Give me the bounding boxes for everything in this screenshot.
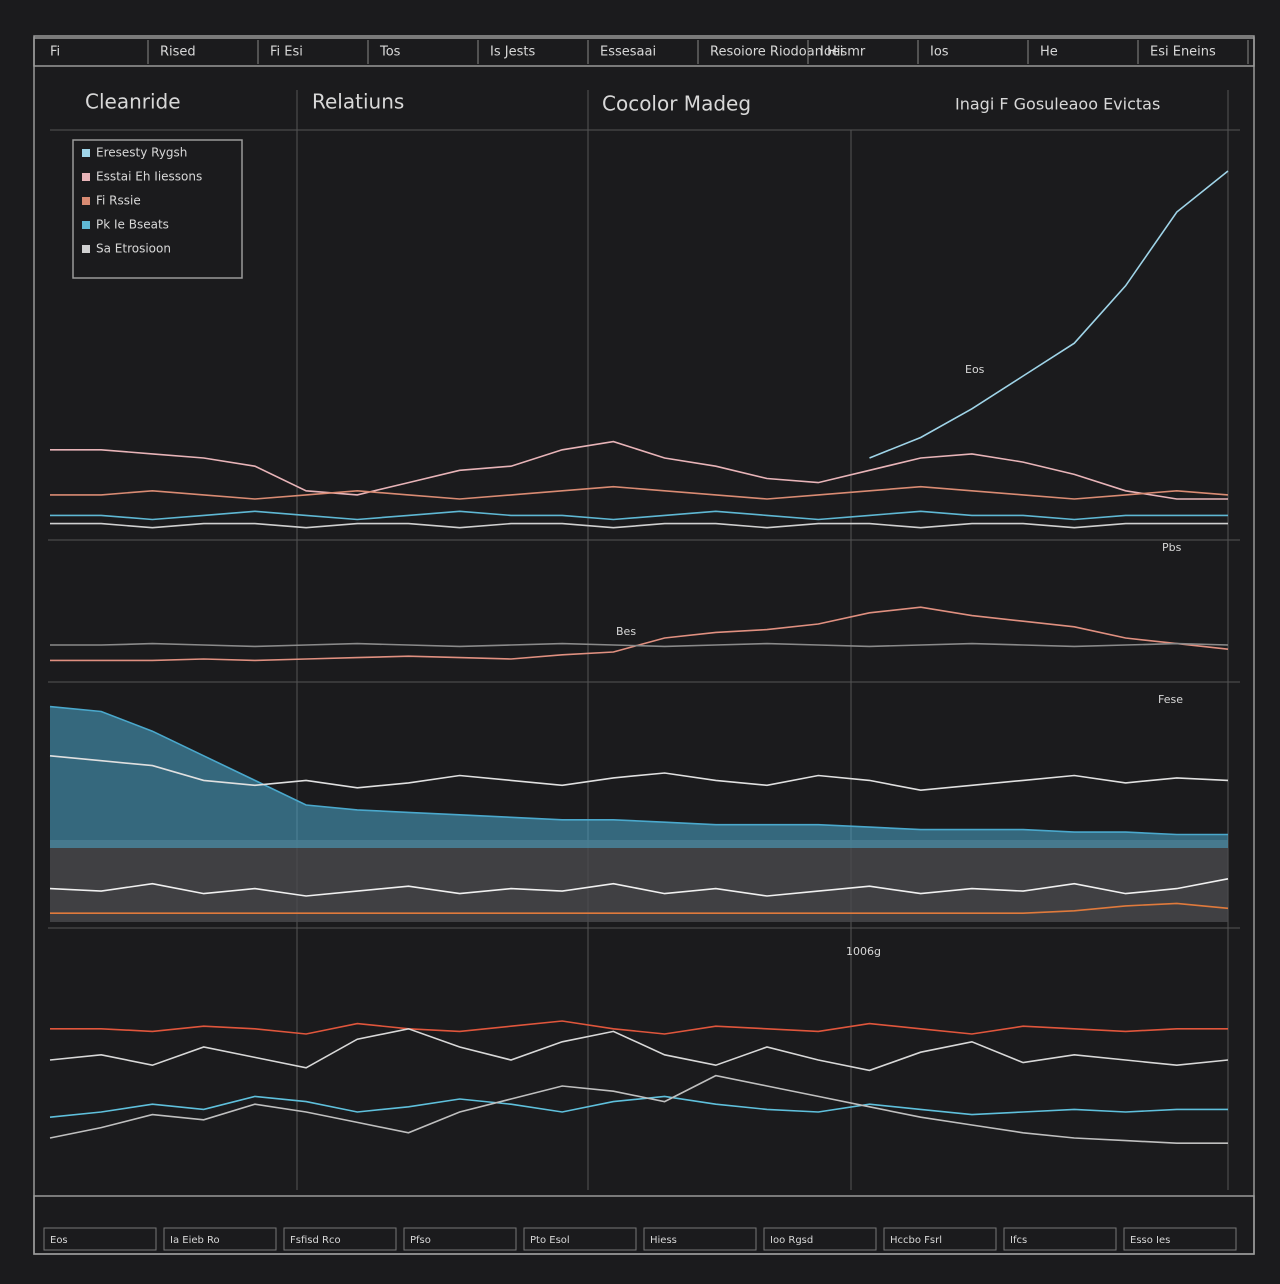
footer-cell — [1003, 1227, 1117, 1251]
legend-swatch — [82, 221, 90, 229]
footer-item: Pto Esol — [530, 1235, 570, 1246]
tab: Tos — [379, 45, 401, 60]
footer-cell — [763, 1227, 877, 1251]
tab: He — [1040, 45, 1058, 60]
series-line — [49, 878, 1229, 897]
footer-item: Fsfisd Rco — [290, 1235, 341, 1246]
legend-label: Esstai Eh Iiessons — [96, 170, 202, 184]
footer-item: Ioo Rgsd — [770, 1235, 813, 1246]
panel-title: Cocolor Madeg — [602, 92, 751, 116]
series-line — [49, 1027, 1229, 1072]
series-line — [50, 485, 1229, 500]
footer-cell — [523, 1227, 637, 1251]
panel-title: Relatiuns — [312, 90, 404, 114]
annotation: Pbs — [1162, 541, 1182, 554]
footer-item: Eos — [50, 1235, 68, 1246]
footer-cell — [43, 1227, 157, 1251]
series-line — [50, 522, 1228, 529]
legend-label: Sa Etrosioon — [96, 242, 171, 256]
ui: Fi Rised Fi Esi Tos Is Jests Essesaai Resoiore… — [43, 40, 1249, 1251]
footer-item: Ia Eieb Ro — [170, 1235, 220, 1246]
tab: Resoiore Riodoan Hismr — [710, 45, 866, 60]
tab: Fi — [50, 45, 60, 60]
top-bar — [33, 37, 1255, 67]
series-line — [50, 440, 1228, 500]
series-line — [49, 705, 1228, 836]
legend-box — [72, 139, 243, 279]
series-line — [50, 902, 1229, 914]
legend-swatch — [82, 245, 90, 253]
tab: Is Jests — [490, 45, 535, 60]
footer-cell — [283, 1227, 397, 1251]
panel-title: Cleanride — [85, 90, 181, 114]
bottom-bar — [33, 1195, 1255, 1255]
tab: Ioei — [820, 45, 843, 60]
legend-label: Pk Ie Bseats — [96, 218, 169, 232]
series-line — [869, 170, 1229, 459]
series-line — [49, 1095, 1228, 1118]
footer-cell — [883, 1227, 997, 1251]
annotation: Eos — [965, 363, 985, 376]
tab: Ios — [930, 45, 949, 60]
footer-cell — [403, 1227, 517, 1251]
charts — [49, 170, 1229, 1144]
tab: Essesaai — [600, 45, 656, 60]
legend-swatch — [82, 149, 90, 157]
legend-label: Eresesty Rygsh — [96, 146, 187, 160]
annotation: 1006g — [846, 945, 881, 958]
footer-cell — [163, 1227, 277, 1251]
tab: Rised — [160, 45, 196, 60]
series-line — [50, 1020, 1228, 1035]
series-line — [49, 755, 1229, 792]
legend-label: Fi Rssie — [96, 194, 141, 208]
annotation: Fese — [1158, 693, 1183, 706]
footer-item: Hiess — [650, 1235, 677, 1246]
footer-item: Ifcs — [1010, 1235, 1027, 1246]
footer-cell — [1123, 1227, 1237, 1251]
area — [50, 706, 1228, 848]
annotation: Bes — [616, 625, 636, 638]
band — [50, 840, 1228, 922]
series-line — [50, 510, 1228, 521]
footer-item: Pfso — [410, 1235, 431, 1246]
series-line — [50, 642, 1229, 648]
series-line — [49, 1074, 1228, 1144]
tab: Esi Eneins — [1150, 45, 1216, 60]
tab: Fi Esi — [270, 45, 303, 60]
footer-cell — [643, 1227, 757, 1251]
legend-swatch — [82, 173, 90, 181]
legend-swatch — [82, 197, 90, 205]
panel-title: Inagi F Gosuleaoo Evictas — [955, 95, 1160, 114]
footer-item: Hccbo Fsrl — [890, 1235, 942, 1246]
footer-item: Esso Ies — [1130, 1235, 1170, 1246]
